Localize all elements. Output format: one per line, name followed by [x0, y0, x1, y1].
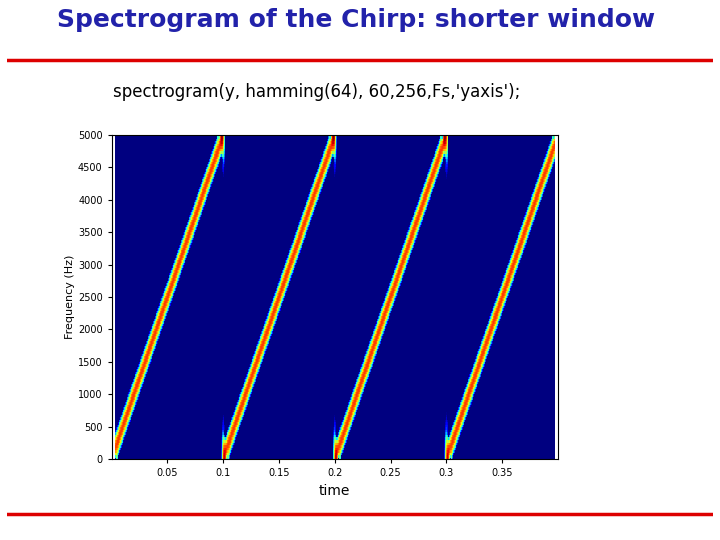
- X-axis label: time: time: [319, 484, 351, 497]
- Text: Spectrogram of the Chirp: shorter window: Spectrogram of the Chirp: shorter window: [57, 8, 654, 32]
- Y-axis label: Frequency (Hz): Frequency (Hz): [65, 255, 75, 339]
- Text: spectrogram(y, hamming(64), 60,256,Fs,'yaxis');: spectrogram(y, hamming(64), 60,256,Fs,'y…: [113, 83, 521, 101]
